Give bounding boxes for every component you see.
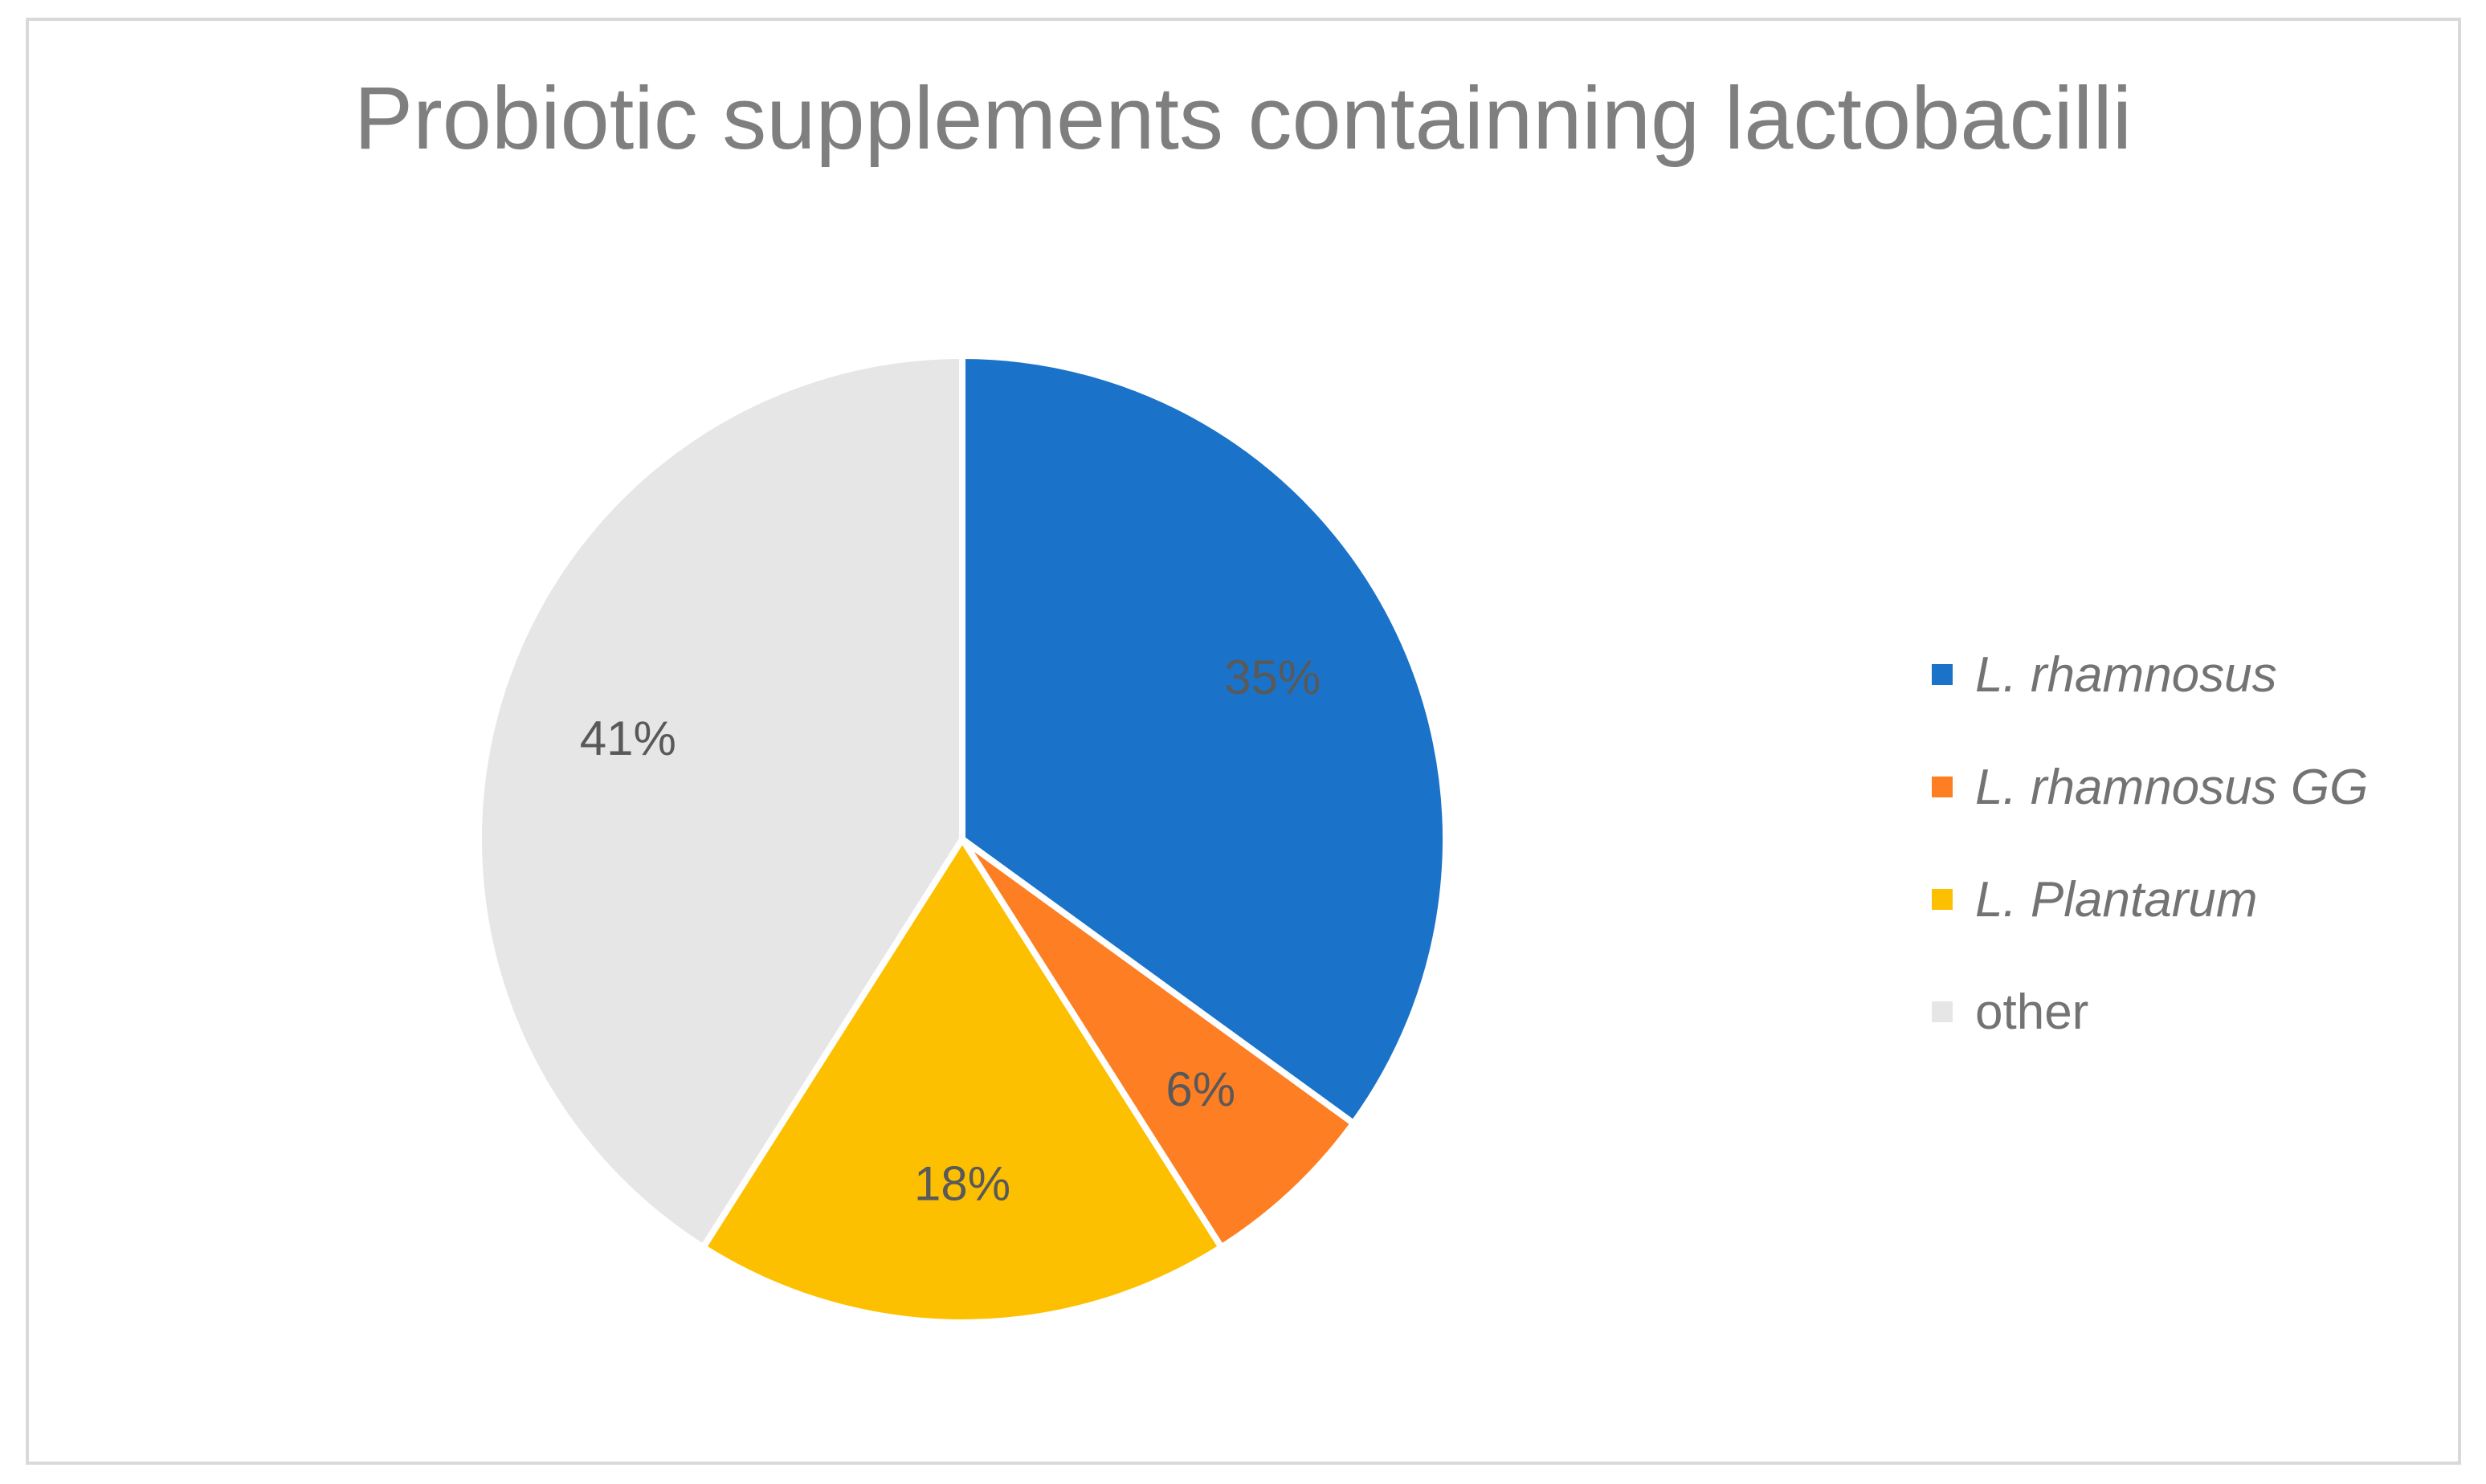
pie-data-labels: 35% 6% 18% 41% [580,650,1321,1210]
legend-swatch [1932,889,1953,910]
legend-item-l-rhamnosus: L. rhamnosus [1932,618,2368,731]
pie-slice-l-rhamnosus [959,353,1449,1127]
legend-swatch [1932,777,1953,797]
legend-item-l-plantarum: L. Plantarum [1932,843,2368,956]
pie-slice-l-plantarum [700,836,1225,1327]
pie-slices [476,353,1449,1327]
legend-item-other: other [1932,956,2368,1068]
legend-label: L. rhamnosus GG [1975,759,2369,815]
data-label-l-plantarum: 18% [914,1156,1010,1210]
data-label-other: 41% [580,711,676,765]
legend: L. rhamnosus L. rhamnosus GG L. Plantarum o… [1932,618,2368,1068]
chart-title: Probiotic supplements containning lactob… [353,69,2133,168]
data-label-l-rhamnosus-gg: 6% [1165,1062,1235,1116]
legend-swatch [1932,1001,1953,1022]
data-label-l-rhamnosus: 35% [1224,650,1321,704]
pie-slice-other [476,353,965,1251]
legend-label: L. rhamnosus [1975,646,2277,703]
pie-slice-l-rhamnosus-gg [959,836,1357,1251]
legend-item-l-rhamnosus-gg: L. rhamnosus GG [1932,731,2368,843]
legend-swatch [1932,664,1953,685]
legend-label: other [1975,984,2089,1040]
legend-label: L. Plantarum [1975,871,2258,928]
